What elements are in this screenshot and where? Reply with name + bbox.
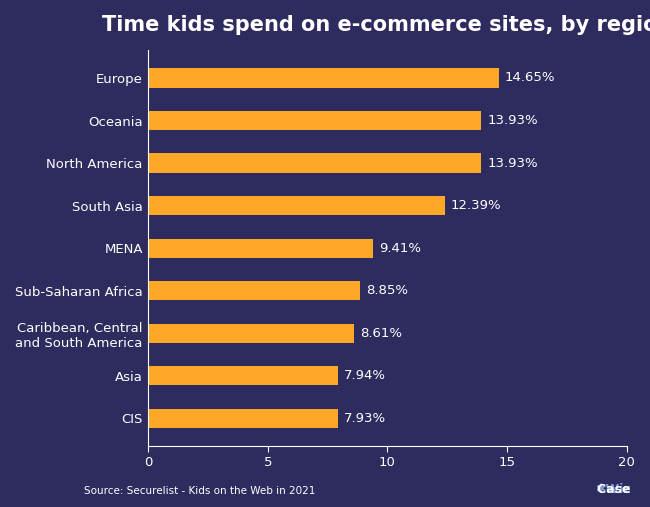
Text: 7.94%: 7.94% [344,369,386,382]
Text: Source: Securelist - Kids on the Web in 2021: Source: Securelist - Kids on the Web in … [84,486,316,496]
Bar [148,281,360,300]
Bar [148,366,338,385]
Bar [148,238,373,258]
Bar [148,68,499,88]
Bar [148,154,482,172]
Text: 12.39%: 12.39% [450,199,501,212]
Text: 13.93%: 13.93% [488,157,538,169]
Title: Time kids spend on e-commerce sites, by region: Time kids spend on e-commerce sites, by … [102,15,650,35]
Text: 14.65%: 14.65% [504,71,555,85]
Bar [148,409,338,428]
Text: ✱Wiz: ✱Wiz [595,483,630,496]
Bar [148,323,354,343]
Bar [148,196,445,215]
Bar [148,111,482,130]
Text: 8.61%: 8.61% [360,327,402,340]
Text: Case: Case [562,483,630,496]
Text: 7.93%: 7.93% [344,412,386,425]
Text: 8.85%: 8.85% [366,284,408,297]
Text: 13.93%: 13.93% [488,114,538,127]
Text: 9.41%: 9.41% [380,242,421,255]
